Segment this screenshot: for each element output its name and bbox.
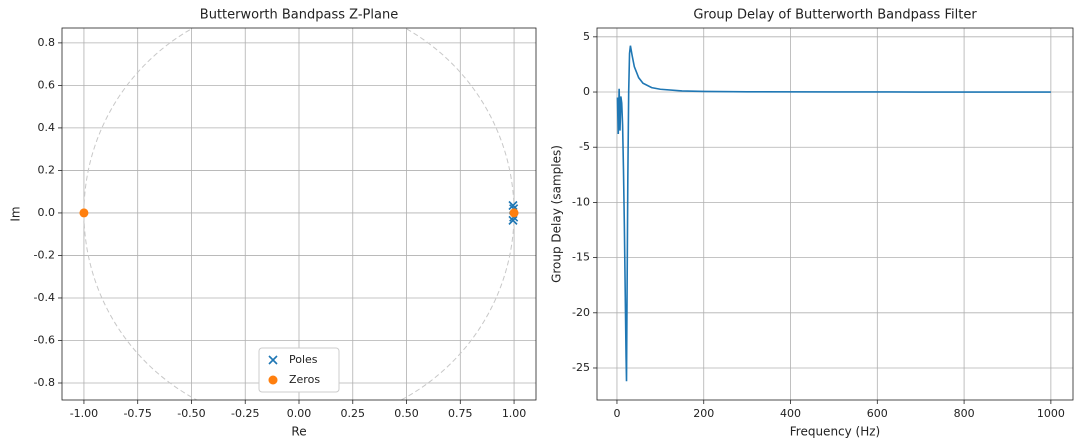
pole-marker xyxy=(268,355,278,365)
y-tick-label: 0.4 xyxy=(38,121,56,134)
y-tick-label: -10 xyxy=(572,195,590,208)
x-axis-label: Re xyxy=(291,425,306,439)
y-axis-label: Group Delay (samples) xyxy=(550,145,564,283)
legend: Poles Zeros xyxy=(258,347,340,393)
y-tick-label: -20 xyxy=(572,306,590,319)
y-tick-label: -0.8 xyxy=(34,376,55,389)
zero-marker xyxy=(79,208,89,218)
x-tick-label: 400 xyxy=(780,407,801,420)
y-tick-label: -0.2 xyxy=(34,248,55,261)
x-tick-label: 800 xyxy=(954,407,975,420)
y-tick-label: 0.0 xyxy=(38,206,56,219)
axes-frame xyxy=(61,27,537,401)
y-tick-label: -5 xyxy=(579,140,590,153)
zero-marker xyxy=(268,375,278,385)
x-tick-label: 1000 xyxy=(1037,407,1065,420)
legend-label: Zeros xyxy=(289,373,320,386)
x-tick-label: 200 xyxy=(693,407,714,420)
pole-marker xyxy=(508,215,518,225)
legend-label: Poles xyxy=(289,353,318,366)
y-tick-label: -0.6 xyxy=(34,333,55,346)
pole-marker xyxy=(508,200,518,211)
y-tick-label: 5 xyxy=(583,30,590,43)
legend-box xyxy=(258,347,340,393)
y-tick-label: 0 xyxy=(583,85,590,98)
x-tick-label: 0.50 xyxy=(394,407,419,420)
y-tick-label: -25 xyxy=(572,361,590,374)
plot-area xyxy=(79,28,519,400)
plot-area xyxy=(616,45,1051,382)
x-tick-label: 0.00 xyxy=(287,407,312,420)
zero-marker xyxy=(509,208,519,218)
group-delay-line xyxy=(616,45,1051,382)
y-tick-label: 0.8 xyxy=(38,36,56,49)
y-tick-label: -0.4 xyxy=(34,291,55,304)
x-tick-label: -0.75 xyxy=(123,407,151,420)
x-tick-label: -0.50 xyxy=(177,407,205,420)
y-tick-label: 0.2 xyxy=(38,163,56,176)
x-tick-label: 0 xyxy=(613,407,620,420)
x-tick-label: 600 xyxy=(867,407,888,420)
x-axis-label: Frequency (Hz) xyxy=(790,425,881,439)
y-axis-label: Im xyxy=(9,206,23,221)
x-tick-label: -1.00 xyxy=(70,407,98,420)
x-tick-label: 0.75 xyxy=(448,407,473,420)
x-tick-label: -0.25 xyxy=(231,407,259,420)
chart-title: Butterworth Bandpass Z-Plane xyxy=(200,8,398,23)
chart-title: Group Delay of Butterworth Bandpass Filt… xyxy=(693,8,977,23)
axes-frame xyxy=(596,27,1074,401)
x-tick-label: 1.00 xyxy=(502,407,527,420)
y-tick-label: -15 xyxy=(572,251,590,264)
y-tick-label: 0.6 xyxy=(38,78,56,91)
x-tick-label: 0.25 xyxy=(341,407,366,420)
